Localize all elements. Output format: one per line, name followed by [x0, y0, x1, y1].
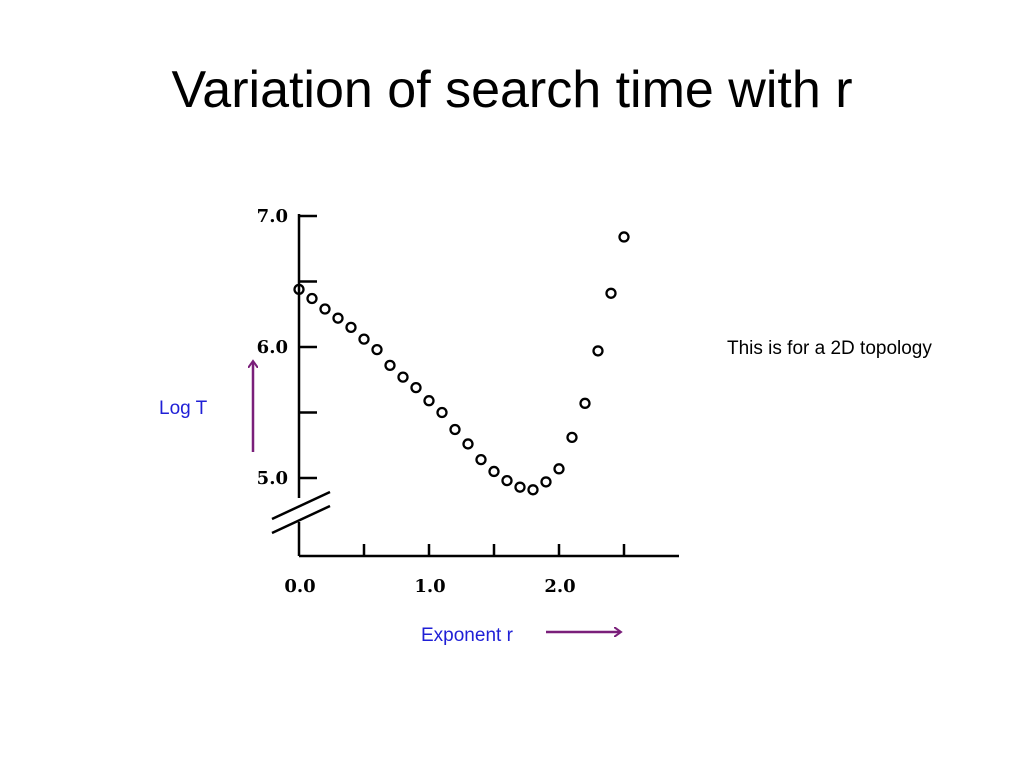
data-point — [462, 438, 474, 450]
slide-title: Variation of search time with r — [171, 61, 853, 119]
data-point — [553, 463, 565, 475]
data-point — [384, 359, 396, 371]
axis-break-gap — [295, 498, 303, 522]
data-point — [527, 484, 539, 496]
data-point — [436, 406, 448, 419]
data-point — [514, 481, 526, 493]
y-axis-label: Log T — [159, 398, 208, 419]
axes — [271, 214, 679, 558]
data-point — [410, 381, 422, 394]
data-point — [319, 303, 331, 315]
data-point — [332, 312, 344, 324]
data-point — [475, 454, 487, 466]
data-point — [449, 423, 461, 436]
data-point — [501, 474, 513, 487]
data-point — [592, 345, 604, 357]
data-points — [293, 231, 630, 496]
data-point — [566, 431, 578, 444]
axis-break-mark — [271, 504, 331, 535]
y-tick-label: 5.0 — [257, 468, 288, 489]
data-point — [397, 371, 409, 383]
data-point — [423, 395, 435, 407]
axis-break-mark — [271, 490, 331, 521]
y-tick-label: 7.0 — [257, 206, 288, 227]
data-point — [345, 321, 357, 334]
axis-annotations: Log T Exponent r — [159, 362, 620, 646]
tick-labels: 5.0 6.0 7.0 0.0 1.0 2.0 — [257, 206, 576, 597]
x-tick-label: 0.0 — [284, 576, 315, 597]
x-axis-label: Exponent r — [421, 625, 514, 646]
x-tick-label: 2.0 — [544, 576, 575, 597]
data-point — [579, 397, 591, 409]
data-point — [488, 465, 500, 478]
data-point — [618, 231, 630, 243]
x-tick-label: 1.0 — [414, 576, 445, 597]
data-point — [306, 292, 318, 305]
topology-note: This is for a 2D topology — [727, 338, 932, 359]
data-point — [605, 287, 617, 299]
y-tick-label: 6.0 — [257, 337, 288, 358]
data-point — [293, 283, 305, 296]
data-point — [540, 476, 552, 488]
data-point — [371, 343, 383, 356]
data-point — [358, 333, 370, 345]
